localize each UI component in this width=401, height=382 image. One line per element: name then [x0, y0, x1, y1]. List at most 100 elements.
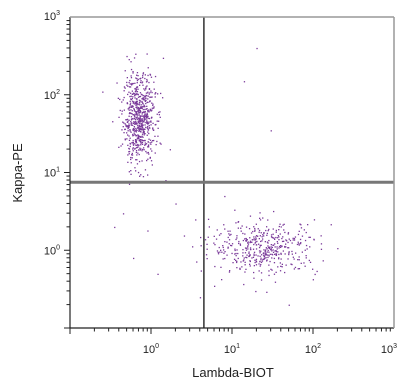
data-point: [254, 261, 256, 264]
data-point: [155, 144, 157, 146]
data-point: [135, 131, 137, 133]
data-point: [129, 95, 131, 98]
x-tick-label: 101: [224, 343, 240, 356]
data-point: [135, 129, 137, 131]
data-point: [138, 112, 140, 114]
data-point: [242, 249, 244, 251]
data-point: [271, 250, 273, 252]
data-point: [281, 237, 283, 240]
data-point: [130, 123, 132, 125]
data-point: [142, 108, 144, 111]
data-point: [200, 270, 202, 272]
data-point: [213, 235, 215, 237]
data-point: [312, 279, 314, 281]
data-point: [135, 101, 137, 103]
data-point: [129, 137, 131, 139]
data-point: [134, 93, 136, 95]
data-point: [128, 139, 131, 141]
data-point: [132, 141, 134, 144]
data-point: [151, 91, 153, 94]
data-point: [142, 111, 144, 114]
data-point: [126, 126, 128, 128]
data-point: [135, 144, 137, 146]
data-point: [268, 270, 270, 272]
data-point: [147, 230, 149, 232]
data-point: [251, 241, 253, 243]
data-point: [266, 254, 268, 256]
data-point: [221, 279, 223, 281]
data-point: [134, 133, 136, 136]
data-point: [137, 78, 139, 81]
data-point: [249, 215, 252, 217]
data-point: [279, 233, 281, 235]
data-point: [299, 238, 302, 241]
data-point: [136, 108, 138, 110]
data-point: [121, 143, 124, 145]
data-point: [262, 258, 264, 261]
data-point: [127, 130, 129, 132]
data-point: [258, 243, 260, 245]
data-point: [300, 224, 302, 226]
data-point: [145, 150, 147, 153]
data-point: [144, 144, 147, 146]
data-point: [156, 120, 158, 122]
data-point: [233, 258, 236, 260]
data-point: [217, 251, 219, 254]
data-point: [131, 152, 133, 155]
data-point: [133, 103, 136, 105]
data-point: [284, 271, 286, 274]
data-point: [267, 249, 269, 252]
data-point: [235, 255, 237, 257]
data-point: [141, 98, 143, 100]
data-point: [276, 241, 278, 243]
data-point: [255, 260, 257, 262]
data-point: [149, 100, 151, 102]
data-point: [236, 267, 238, 269]
data-point: [259, 260, 261, 263]
data-point: [266, 291, 268, 293]
data-point: [247, 241, 249, 243]
data-point: [280, 265, 282, 267]
data-point: [292, 239, 294, 241]
data-point: [142, 140, 145, 142]
data-point: [131, 113, 133, 115]
data-point: [239, 243, 241, 245]
data-point: [124, 138, 126, 140]
data-point: [130, 121, 132, 123]
data-point: [267, 256, 269, 259]
data-point: [175, 203, 177, 205]
data-point: [122, 121, 124, 123]
data-point: [135, 89, 138, 91]
data-point: [154, 92, 157, 94]
data-point: [330, 224, 332, 226]
data-point: [261, 254, 263, 256]
data-point: [237, 227, 239, 229]
data-point: [135, 100, 138, 103]
data-point: [289, 239, 292, 242]
data-point: [132, 124, 134, 126]
data-point: [253, 253, 255, 255]
data-point: [127, 120, 129, 122]
data-point: [256, 47, 258, 50]
data-point: [146, 114, 149, 116]
data-point: [227, 236, 229, 239]
data-point: [149, 110, 151, 112]
data-point: [143, 128, 145, 130]
data-point: [137, 94, 139, 96]
data-point: [124, 87, 126, 89]
data-point: [144, 124, 146, 126]
data-point: [259, 255, 261, 257]
data-point: [131, 84, 133, 86]
data-point: [138, 153, 140, 156]
data-point: [223, 249, 225, 251]
data-point: [158, 114, 160, 116]
data-point: [148, 88, 151, 90]
data-point: [146, 159, 148, 162]
data-point: [279, 270, 282, 272]
data-point: [300, 242, 302, 244]
data-point: [153, 139, 155, 142]
data-point: [151, 141, 153, 143]
data-point: [122, 99, 124, 101]
data-point: [146, 108, 148, 110]
data-point: [154, 96, 156, 98]
